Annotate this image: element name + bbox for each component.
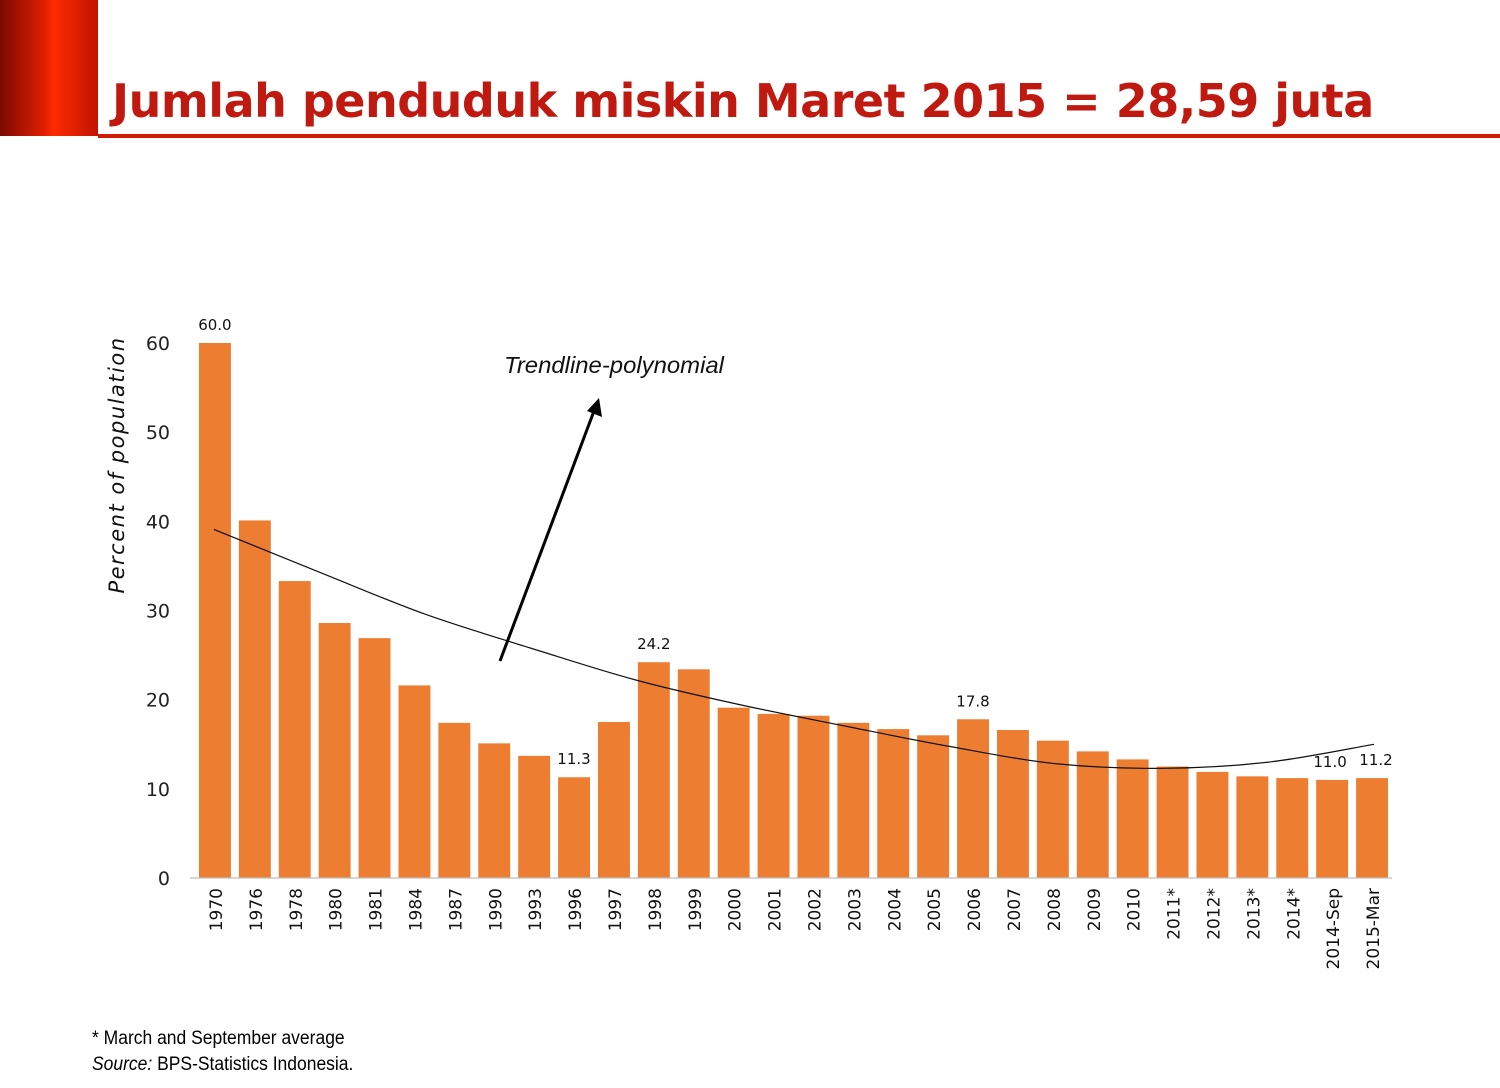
y-tick-label-10: 10 — [146, 779, 170, 801]
bar-1998 — [637, 662, 670, 878]
x-tick-label-2009: 2009 — [1085, 888, 1105, 931]
x-tick-label-2014-star: 2014* — [1284, 888, 1304, 940]
trendline-arrow-head — [587, 398, 602, 417]
source-label: Source: — [92, 1054, 153, 1075]
footnote-text: * March and September average — [92, 1028, 345, 1049]
data-label-2006: 17.8 — [956, 692, 989, 710]
bar-1981 — [358, 638, 391, 878]
bar-2012-star — [1196, 771, 1229, 878]
y-tick-label-0: 0 — [158, 868, 170, 890]
x-tick-label-1999: 1999 — [686, 888, 706, 931]
x-tick-label-1998: 1998 — [646, 888, 666, 931]
bar-2005 — [917, 735, 950, 878]
bar-2006 — [957, 719, 990, 878]
trendline-curve — [213, 528, 1375, 769]
y-tick-label-50: 50 — [146, 422, 170, 444]
y-tick-label-30: 30 — [146, 601, 170, 623]
trendline-group: Trendline-polynomial — [213, 352, 1375, 769]
title-underline — [98, 134, 1500, 138]
x-tick-label-1970: 1970 — [207, 888, 227, 931]
y-axis-title: Percent of population — [105, 336, 129, 593]
footnote-block: * March and September average Source: BP… — [92, 1026, 353, 1078]
trendline-label: Trendline-polynomial — [504, 352, 725, 378]
bar-2009 — [1076, 751, 1109, 878]
source-line: Source: BPS-Statistics Indonesia. — [92, 1052, 353, 1078]
x-tick-label-2013-star: 2013* — [1244, 888, 1264, 940]
bar-1976 — [238, 520, 271, 878]
x-tick-label-2003: 2003 — [845, 888, 865, 931]
y-tick-label-40: 40 — [146, 511, 170, 533]
x-tick-label-1993: 1993 — [526, 888, 546, 931]
bar-2007 — [996, 729, 1029, 878]
labels-group: 60.0 11.3 24.2 17.8 11.0 11.2 — [198, 316, 1393, 771]
bar-2000 — [717, 707, 750, 878]
trendline-arrow-shaft — [498, 410, 596, 662]
bar-1984 — [398, 685, 431, 878]
x-tick-label-2012-star: 2012* — [1204, 888, 1224, 940]
slide-title: Jumlah penduduk miskin Maret 2015 = 28,5… — [112, 74, 1374, 128]
data-label-1998: 24.2 — [637, 635, 670, 653]
x-tick-label-1997: 1997 — [606, 888, 626, 931]
x-tick-label-2005: 2005 — [925, 888, 945, 931]
bar-2004 — [877, 729, 910, 878]
x-tick-label-1987: 1987 — [446, 888, 466, 931]
bar-2014-star — [1276, 778, 1309, 878]
bar-1999 — [677, 669, 710, 878]
bar-2010 — [1116, 759, 1149, 878]
x-tick-label-2010: 2010 — [1125, 888, 1145, 931]
x-tick-label-2008: 2008 — [1045, 888, 1065, 931]
bar-2011-star — [1156, 766, 1189, 878]
x-tick-label-2014-Sep: 2014-Sep — [1324, 888, 1344, 969]
x-tick-label-2011-star: 2011* — [1165, 888, 1185, 940]
bar-2008 — [1036, 740, 1069, 878]
x-tick-label-1981: 1981 — [367, 888, 387, 931]
bar-1978 — [278, 581, 311, 878]
bar-1970 — [198, 343, 231, 878]
x-tick-label-1984: 1984 — [406, 888, 426, 931]
x-tick-label-1976: 1976 — [247, 888, 267, 931]
bar-2013-star — [1236, 776, 1269, 878]
data-label-1996: 11.3 — [557, 750, 590, 768]
x-tick-label-2007: 2007 — [1005, 888, 1025, 931]
bar-1987 — [438, 722, 471, 878]
axes-group: 0 10 20 30 40 50 60 1970 1976 1978 1980 1981 1984 198… — [105, 333, 1392, 969]
x-tick-label-2004: 2004 — [885, 888, 905, 931]
x-tick-label-2001: 2001 — [766, 888, 786, 931]
title-accent-block — [0, 0, 98, 136]
bar-1980 — [318, 622, 351, 878]
data-label-2015-Mar: 11.2 — [1359, 751, 1392, 769]
bar-2002 — [797, 715, 830, 878]
x-tick-label-2006: 2006 — [965, 888, 985, 931]
bar-2001 — [757, 713, 790, 878]
x-tick-label-2000: 2000 — [726, 888, 746, 931]
bar-1997 — [597, 721, 630, 878]
bar-2003 — [837, 722, 870, 878]
data-label-1970: 60.0 — [198, 316, 231, 334]
bar-1993 — [518, 755, 551, 878]
bars-group — [198, 343, 1389, 878]
y-tick-label-60: 60 — [146, 333, 170, 355]
x-tick-label-2002: 2002 — [805, 888, 825, 931]
source-text: BPS-Statistics Indonesia. — [157, 1054, 354, 1075]
x-tick-label-2015-Mar: 2015-Mar — [1364, 888, 1384, 969]
bar-1990 — [478, 743, 511, 878]
x-tick-label-1980: 1980 — [327, 888, 347, 931]
data-label-2014-Sep: 11.0 — [1313, 753, 1346, 771]
y-tick-label-20: 20 — [146, 690, 170, 712]
bar-2014-Sep — [1316, 779, 1349, 878]
x-tick-label-1996: 1996 — [566, 888, 586, 931]
x-tick-label-1978: 1978 — [287, 888, 307, 931]
x-tick-label-1990: 1990 — [486, 888, 506, 931]
bar-1996 — [558, 777, 591, 878]
bar-2015-Mar — [1356, 778, 1389, 878]
